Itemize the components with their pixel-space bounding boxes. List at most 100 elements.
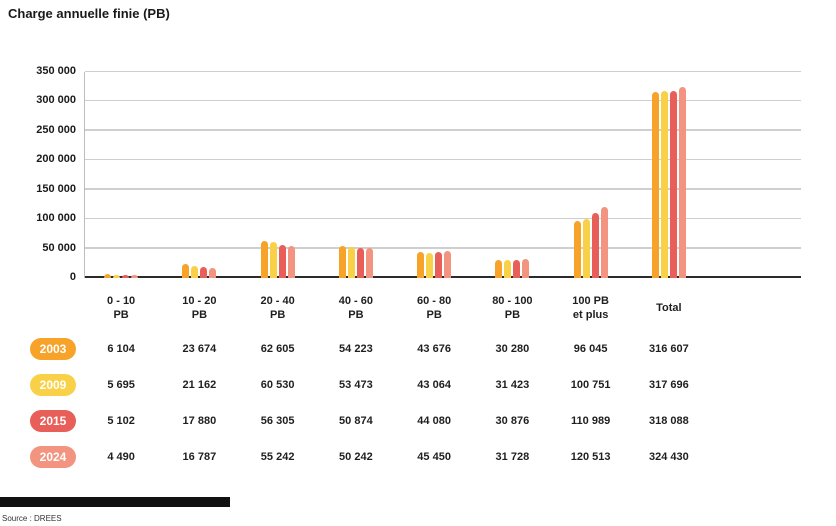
gridline: [85, 99, 801, 102]
table-cell: 56 305: [260, 415, 295, 427]
table-cell: 110 989: [571, 415, 611, 427]
category-label: 10 - 20 PB: [182, 295, 217, 321]
y-tick-label: 0: [69, 271, 76, 283]
table-cell: 44 080: [417, 415, 451, 427]
table-cell: 55 242: [260, 451, 295, 463]
gridline: [85, 70, 801, 72]
category-label: 40 - 60 PB: [338, 295, 373, 321]
bar-groups: [82, 72, 708, 278]
chart-title: Charge annuelle finie (PB): [8, 6, 170, 21]
y-tick-label: 50 000: [42, 241, 76, 254]
bar-group: [473, 72, 551, 278]
table-cell: 50 242: [339, 451, 373, 463]
bar-group: [239, 72, 317, 278]
plot-area: [84, 70, 801, 278]
bar-2003: [104, 274, 112, 278]
bar-2024: [209, 268, 217, 278]
table-cell: 317 696: [648, 379, 689, 391]
category-label: 80 - 100 PB: [492, 295, 533, 321]
y-axis: 0 50 000 100 000 150 000 200 000 250 000 300 0…: [0, 65, 76, 283]
table-cell: 6 104: [107, 343, 135, 355]
bar-2015: [591, 212, 599, 278]
bar-2009: [426, 252, 434, 278]
gridline: [85, 158, 801, 161]
table-cell: 318 088: [648, 415, 689, 427]
bar-group: [82, 72, 160, 278]
y-tick-label: 150 000: [36, 182, 76, 195]
bar-2015: [513, 259, 521, 278]
bar-2009: [660, 91, 668, 278]
y-tick-label: 250 000: [36, 123, 76, 136]
table-cell: 31 423: [495, 379, 530, 391]
bar-2003: [573, 221, 581, 278]
bar-2003: [495, 260, 503, 278]
table-cell: 30 280: [495, 343, 530, 355]
y-tick-label: 300 000: [36, 94, 76, 107]
bar-2024: [678, 87, 686, 278]
source-note: Source : DREES: [2, 514, 62, 523]
gridline: [85, 217, 801, 220]
category-label: 0 - 10 PB: [107, 295, 136, 321]
table-cell: 62 605: [260, 343, 295, 355]
bar-group: [630, 72, 708, 278]
bar-group: [395, 72, 473, 278]
bar-2024: [600, 207, 608, 278]
table-cell: 50 874: [339, 415, 373, 427]
table-cell: 21 162: [182, 379, 217, 391]
table-cell: 324 430: [648, 451, 689, 463]
category-label: Total: [656, 302, 682, 314]
bar-2003: [651, 91, 659, 278]
bar-2024: [444, 251, 452, 278]
bar-2009: [191, 265, 199, 278]
table-cell: 54 223: [339, 343, 373, 355]
bar-2015: [356, 248, 364, 278]
gridline: [85, 188, 801, 190]
series-pill-2009: 2009: [30, 374, 76, 396]
bar-group: [160, 72, 238, 278]
category-label: 20 - 40 PB: [260, 295, 295, 321]
bar-2015: [669, 90, 677, 278]
bar-2015: [200, 267, 208, 278]
table-cell: 17 880: [182, 415, 217, 427]
bar-2003: [417, 252, 425, 278]
bar-2024: [522, 259, 530, 278]
table-cell: 31 728: [495, 451, 530, 463]
table-cell: 316 607: [648, 343, 689, 355]
bar-2024: [287, 245, 295, 278]
table-cell: 43 064: [417, 379, 451, 391]
bar-2015: [122, 275, 130, 278]
bar-2024: [365, 248, 373, 278]
table-cell: 5 102: [107, 415, 135, 427]
table-cell: 96 045: [573, 343, 608, 355]
bar-2009: [582, 218, 590, 278]
table-cell: 43 676: [417, 343, 451, 355]
table-cell: 120 513: [570, 451, 611, 463]
bar-2009: [347, 246, 355, 278]
series-pill-2024: 2024: [30, 446, 76, 468]
table-row-2003: 6 104 23 674 62 605 54 223 43 676 30 280 96 04…: [82, 338, 708, 360]
table-row-2015: 5 102 17 880 56 305 50 874 44 080 30 876 110 9…: [82, 410, 708, 432]
category-label: 60 - 80 PB: [417, 295, 452, 321]
y-tick-label: 100 000: [36, 212, 76, 225]
bar-2009: [504, 259, 512, 278]
bar-2015: [435, 252, 443, 278]
table-row-2024: 4 490 16 787 55 242 50 242 45 450 31 728 120 5…: [82, 446, 708, 468]
bar-group: [317, 72, 395, 278]
bar-2003: [182, 264, 190, 278]
bar-2003: [338, 246, 346, 278]
table-row-2009: 5 695 21 162 60 530 53 473 43 064 31 423 100 7…: [82, 374, 708, 396]
table-cell: 45 450: [417, 451, 451, 463]
series-pill-2015: 2015: [30, 410, 76, 432]
bar-2009: [113, 274, 121, 278]
bar-group: [552, 72, 630, 278]
bar-2015: [278, 244, 286, 278]
y-tick-label: 200 000: [36, 153, 76, 166]
table-cell: 30 876: [495, 415, 530, 427]
table-cell: 60 530: [260, 379, 295, 391]
bar-2024: [131, 275, 139, 278]
series-pill-2003: 2003: [30, 338, 76, 360]
table-cell: 16 787: [182, 451, 217, 463]
x-axis-baseline: [85, 276, 801, 278]
table-cell: 5 695: [107, 379, 135, 391]
table-cell: 100 751: [570, 379, 611, 391]
